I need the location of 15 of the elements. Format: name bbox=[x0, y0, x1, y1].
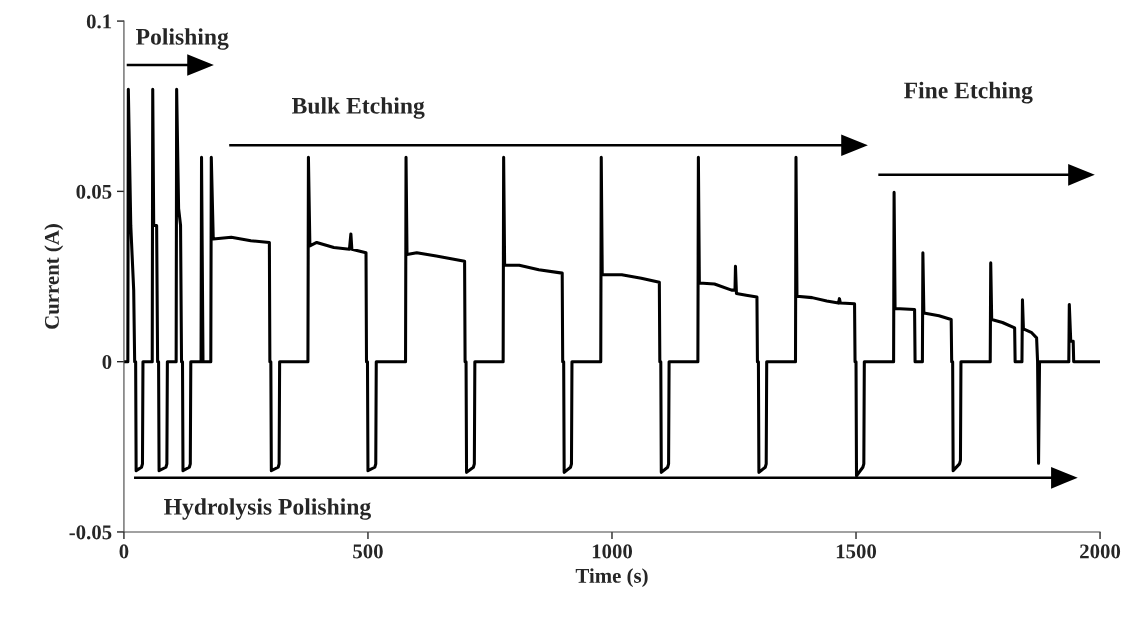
y-axis-title: Current (A) bbox=[44, 224, 64, 329]
annotation: Fine Etching bbox=[904, 81, 1033, 104]
y-tick-label: -0.05 bbox=[69, 525, 112, 540]
x-tick-label: 500 bbox=[353, 544, 383, 559]
y-tick-label: 0.05 bbox=[76, 184, 112, 199]
annotation: Bulk Etching bbox=[292, 97, 425, 119]
x-tick-label: 1000 bbox=[592, 544, 633, 559]
annotation: Hydrolysis Polishing bbox=[164, 498, 371, 520]
annotation: Polishing bbox=[136, 28, 229, 50]
x-tick-label: 2000 bbox=[1080, 544, 1121, 559]
x-axis-title: Time (s) bbox=[575, 568, 648, 588]
y-tick-label: 0.1 bbox=[86, 14, 112, 29]
x-tick-label: 0 bbox=[119, 544, 129, 559]
x-tick-label: 1500 bbox=[836, 544, 877, 559]
y-tick-label: 0 bbox=[102, 355, 112, 370]
